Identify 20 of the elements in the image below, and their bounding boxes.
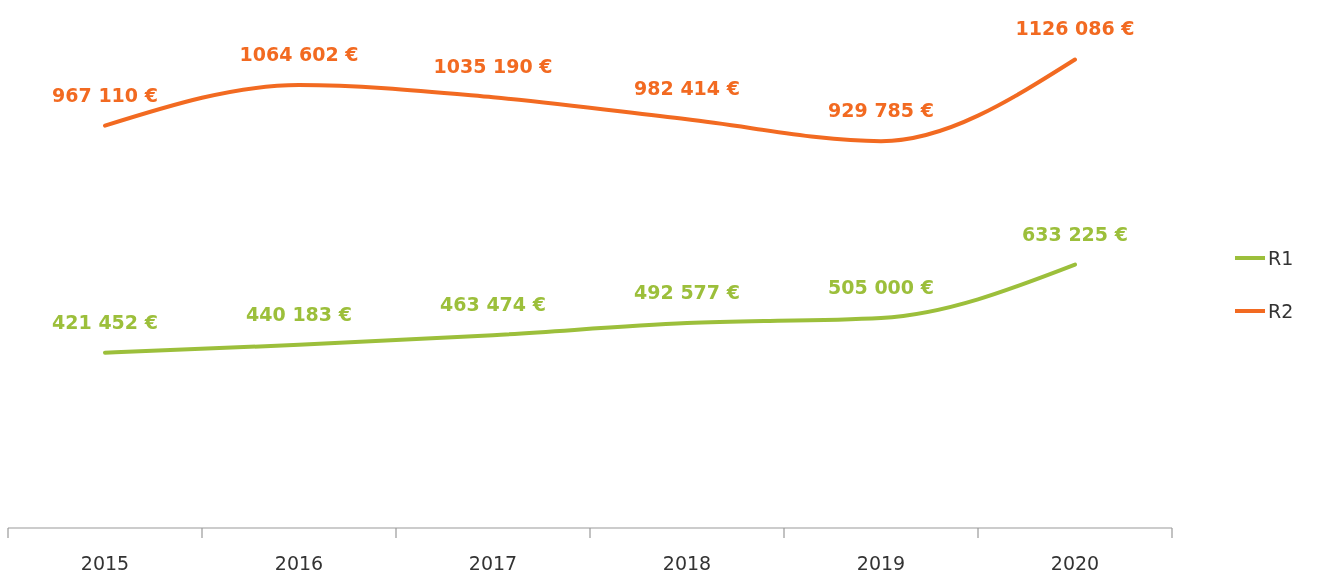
legend-label: R2 (1268, 300, 1294, 322)
x-tick-label: 2018 (662, 552, 712, 574)
x-tick-label: 2015 (80, 552, 130, 574)
data-label: 492 577 € (634, 281, 740, 304)
legend-label: R1 (1268, 247, 1294, 269)
data-label: 982 414 € (634, 77, 740, 100)
data-label: 1035 190 € (433, 55, 553, 78)
data-label: 1064 602 € (239, 43, 359, 66)
x-tick-label: 2016 (274, 552, 324, 574)
data-label: 421 452 € (52, 310, 158, 333)
x-tick-label: 2020 (1050, 552, 1100, 574)
data-label: 440 183 € (246, 302, 352, 325)
data-label: 633 225 € (1022, 222, 1128, 245)
x-tick-label: 2017 (468, 552, 518, 574)
x-tick-label: 2019 (856, 552, 906, 574)
data-label: 505 000 € (828, 275, 934, 298)
data-label: 929 785 € (828, 99, 934, 122)
data-label: 463 474 € (440, 293, 546, 316)
data-label: 1126 086 € (1015, 17, 1135, 40)
data-label: 967 110 € (52, 83, 158, 106)
